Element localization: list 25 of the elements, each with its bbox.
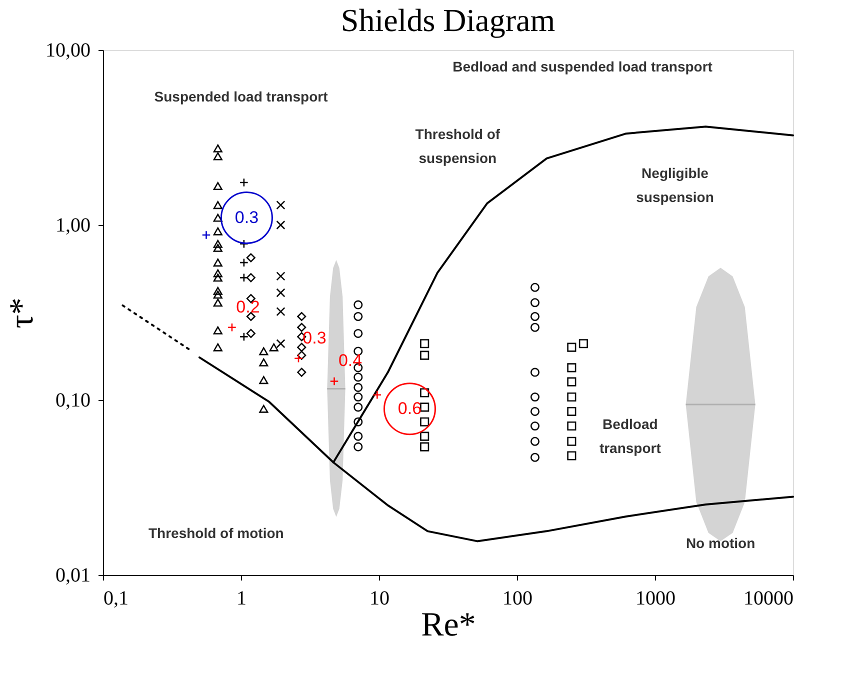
series-label: 0.3 — [302, 328, 326, 348]
x-tick-label: 100 — [502, 588, 532, 610]
y-tick-label: 0,10 — [56, 390, 90, 412]
y-tick-label: 0,01 — [56, 564, 90, 586]
series-label: 0.3 — [234, 208, 259, 227]
x-tick-label: 10000 — [744, 588, 794, 610]
series-label: 0.6 — [398, 398, 422, 418]
y-axis-title: τ* — [4, 298, 40, 328]
annotation: No motion — [686, 535, 756, 552]
annotation: Suspended load transport — [154, 88, 328, 104]
series-label: 0.4 — [338, 351, 362, 370]
x-tick-label: 10 — [370, 588, 390, 610]
x-tick-label: 0,1 — [104, 588, 128, 610]
y-tick-label: 1,00 — [56, 214, 90, 236]
x-axis-title: Re* — [421, 606, 476, 644]
annotation: Threshold of suspension — [415, 126, 500, 166]
annotation: Bedload transport — [599, 416, 662, 456]
annotation: Bedload and suspended load transport — [452, 58, 713, 74]
x-tick-label: 1 — [236, 588, 246, 610]
chart-title: Shields Diagram — [340, 2, 556, 38]
series-label: 0.2 — [236, 297, 260, 316]
annotation: Threshold of motion — [148, 525, 284, 542]
x-tick-label: 1000 — [636, 588, 676, 610]
annotation: Negligible suspension — [636, 164, 714, 205]
y-tick-label: 10,00 — [46, 40, 90, 62]
